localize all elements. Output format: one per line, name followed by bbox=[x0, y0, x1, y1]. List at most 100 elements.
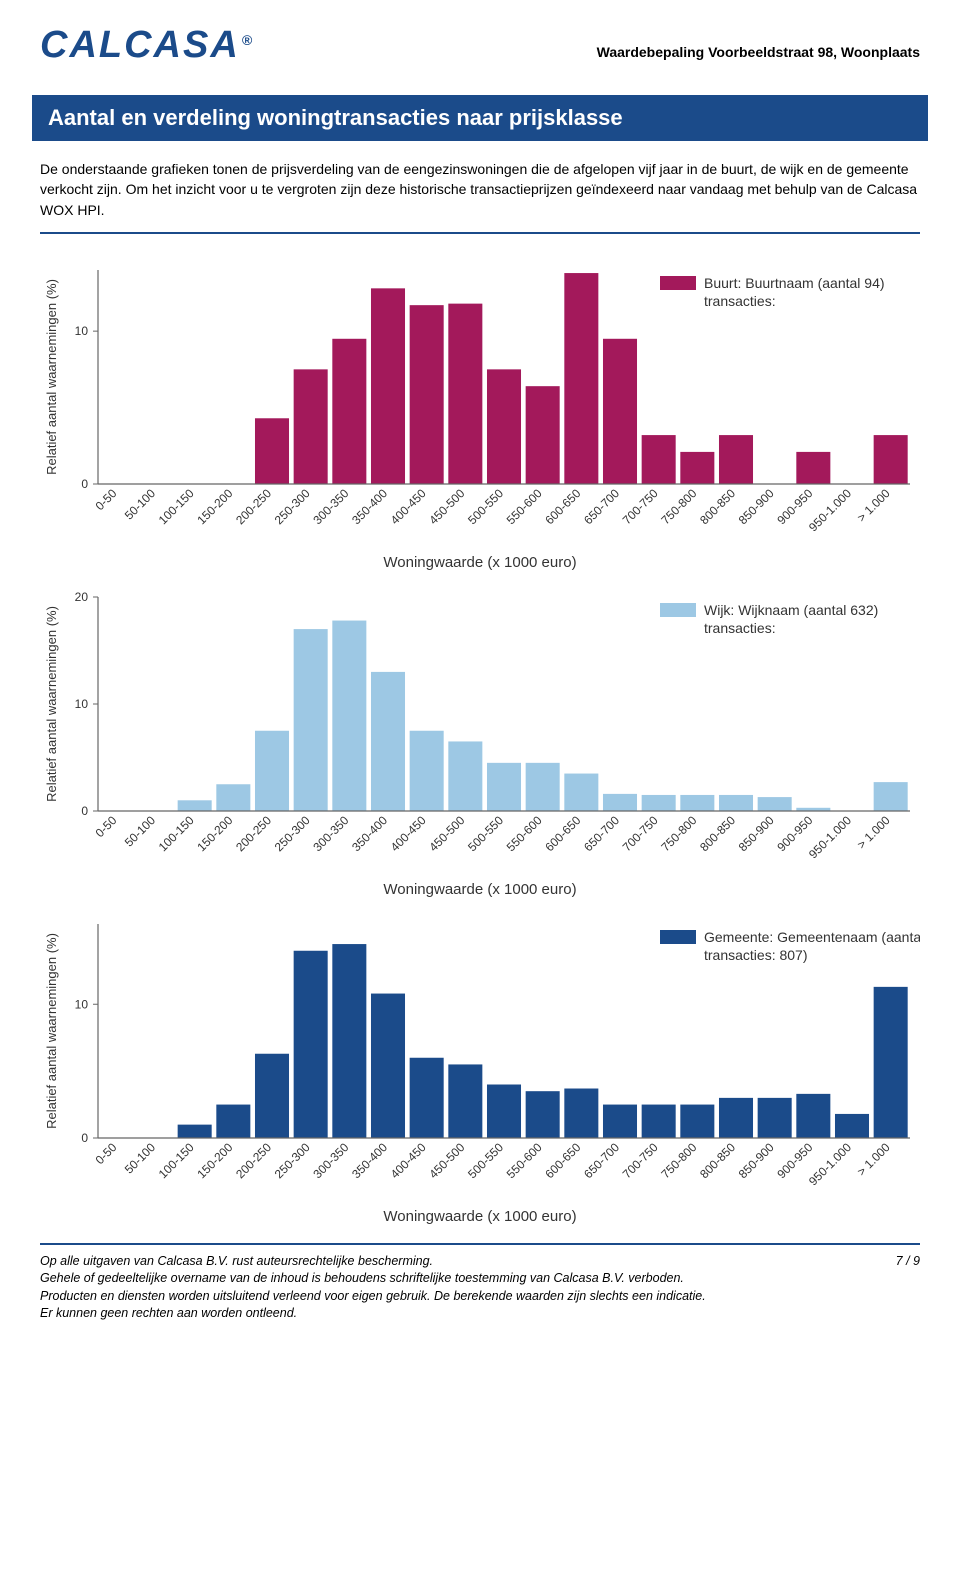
bar bbox=[564, 273, 598, 484]
xtick-label: 50-100 bbox=[122, 486, 159, 523]
bar bbox=[448, 1064, 482, 1138]
xtick-label: 400-450 bbox=[388, 813, 429, 854]
ytick-label: 0 bbox=[81, 804, 88, 818]
bar bbox=[564, 1088, 598, 1137]
xtick-label: 150-200 bbox=[194, 1140, 235, 1181]
bar bbox=[371, 993, 405, 1137]
footer-line-2: Gehele of gedeeltelijke overname van de … bbox=[40, 1270, 920, 1288]
xtick-label: 0-50 bbox=[93, 813, 120, 840]
ytick-label: 10 bbox=[75, 324, 89, 338]
xtick-label: 850-900 bbox=[736, 486, 777, 527]
xtick-label: 250-300 bbox=[272, 486, 313, 527]
xtick-label: 950-1.000 bbox=[806, 813, 854, 861]
xtick-label: > 1.000 bbox=[854, 1140, 893, 1179]
bar bbox=[874, 782, 908, 811]
xtick-label: 500-550 bbox=[465, 813, 506, 854]
xtick-label: 550-600 bbox=[504, 813, 545, 854]
xtick-label: 300-350 bbox=[310, 1140, 351, 1181]
registered-symbol: ® bbox=[242, 32, 254, 48]
bar bbox=[642, 1104, 676, 1137]
bar bbox=[796, 452, 830, 484]
bar bbox=[796, 1094, 830, 1138]
bar bbox=[410, 731, 444, 811]
xtick-label: 300-350 bbox=[310, 813, 351, 854]
chart-wijk: 010200-5050-100100-150150-200200-250250-… bbox=[40, 589, 920, 879]
xtick-label: 0-50 bbox=[93, 1140, 120, 1167]
bar bbox=[526, 386, 560, 484]
legend-text: Buurt: Buurtnaam (aantal 94) bbox=[704, 275, 885, 291]
logo-text: CALCASA bbox=[40, 24, 240, 67]
y-axis-label: Relatief aantal waarnemingen (%) bbox=[44, 279, 59, 475]
bar bbox=[758, 1098, 792, 1138]
xtick-label: 350-400 bbox=[349, 486, 390, 527]
divider-bottom bbox=[40, 1243, 920, 1245]
xtick-label: 50-100 bbox=[122, 813, 159, 850]
y-axis-label: Relatief aantal waarnemingen (%) bbox=[44, 606, 59, 802]
legend-text: transacties: bbox=[704, 293, 776, 309]
xtick-label: 100-150 bbox=[156, 1140, 197, 1181]
legend-swatch bbox=[660, 930, 696, 944]
bar bbox=[642, 795, 676, 811]
xtick-label: 350-400 bbox=[349, 1140, 390, 1181]
xtick-label: > 1.000 bbox=[854, 486, 893, 525]
footer-line-1: Op alle uitgaven van Calcasa B.V. rust a… bbox=[40, 1253, 920, 1271]
ytick-label: 20 bbox=[75, 590, 89, 604]
bar bbox=[680, 795, 714, 811]
chart-gemeente: 0100-5050-100100-150150-200200-250250-30… bbox=[40, 916, 920, 1206]
bar bbox=[487, 763, 521, 811]
bar bbox=[294, 369, 328, 484]
xtick-label: 450-500 bbox=[426, 486, 467, 527]
xtick-label: 500-550 bbox=[465, 486, 506, 527]
bar bbox=[216, 1104, 250, 1137]
xtick-label: 650-700 bbox=[581, 813, 622, 854]
bar bbox=[835, 1114, 869, 1138]
legend-swatch bbox=[660, 276, 696, 290]
footer-line-4: Er kunnen geen rechten aan worden ontlee… bbox=[40, 1305, 920, 1323]
bar bbox=[603, 1104, 637, 1137]
page-number: 7 / 9 bbox=[896, 1253, 920, 1271]
xtick-label: 650-700 bbox=[581, 1140, 622, 1181]
xtick-label: 500-550 bbox=[465, 1140, 506, 1181]
xtick-label: 550-600 bbox=[504, 1140, 545, 1181]
xtick-label: 600-650 bbox=[542, 1140, 583, 1181]
bar bbox=[216, 784, 250, 811]
xtick-label: 750-800 bbox=[658, 813, 699, 854]
bar bbox=[255, 731, 289, 811]
bar bbox=[603, 339, 637, 484]
xtick-label: 950-1.000 bbox=[806, 1140, 854, 1188]
xtick-label: 400-450 bbox=[388, 486, 429, 527]
bar bbox=[371, 672, 405, 811]
bar bbox=[371, 288, 405, 484]
charts-container: 0100-5050-100100-150150-200200-250250-30… bbox=[40, 262, 920, 1225]
xtick-label: 600-650 bbox=[542, 486, 583, 527]
legend-swatch bbox=[660, 603, 696, 617]
xtick-label: 600-650 bbox=[542, 813, 583, 854]
intro-text: De onderstaande grafieken tonen de prijs… bbox=[40, 159, 920, 220]
bar bbox=[758, 797, 792, 811]
bar bbox=[719, 435, 753, 484]
xtick-label: 200-250 bbox=[233, 1140, 274, 1181]
ytick-label: 0 bbox=[81, 477, 88, 491]
xtick-label: 750-800 bbox=[658, 486, 699, 527]
xtick-label: 750-800 bbox=[658, 1140, 699, 1181]
bar bbox=[874, 987, 908, 1138]
bar bbox=[642, 435, 676, 484]
bar bbox=[680, 452, 714, 484]
bar bbox=[255, 1054, 289, 1138]
xtick-label: 850-900 bbox=[736, 1140, 777, 1181]
xtick-label: 800-850 bbox=[697, 1140, 738, 1181]
bar bbox=[874, 435, 908, 484]
xtick-label: 650-700 bbox=[581, 486, 622, 527]
xtick-label: 550-600 bbox=[504, 486, 545, 527]
xtick-label: 0-50 bbox=[93, 486, 120, 513]
bar bbox=[410, 305, 444, 484]
xtick-label: 800-850 bbox=[697, 813, 738, 854]
xtick-label: 950-1.000 bbox=[806, 486, 854, 534]
legend-text: transacties: 807) bbox=[704, 947, 808, 963]
xtick-label: > 1.000 bbox=[854, 813, 893, 852]
xtick-label: 250-300 bbox=[272, 1140, 313, 1181]
bar bbox=[178, 1125, 212, 1138]
ytick-label: 10 bbox=[75, 997, 89, 1011]
xtick-label: 100-150 bbox=[156, 486, 197, 527]
xtick-label: 150-200 bbox=[194, 813, 235, 854]
